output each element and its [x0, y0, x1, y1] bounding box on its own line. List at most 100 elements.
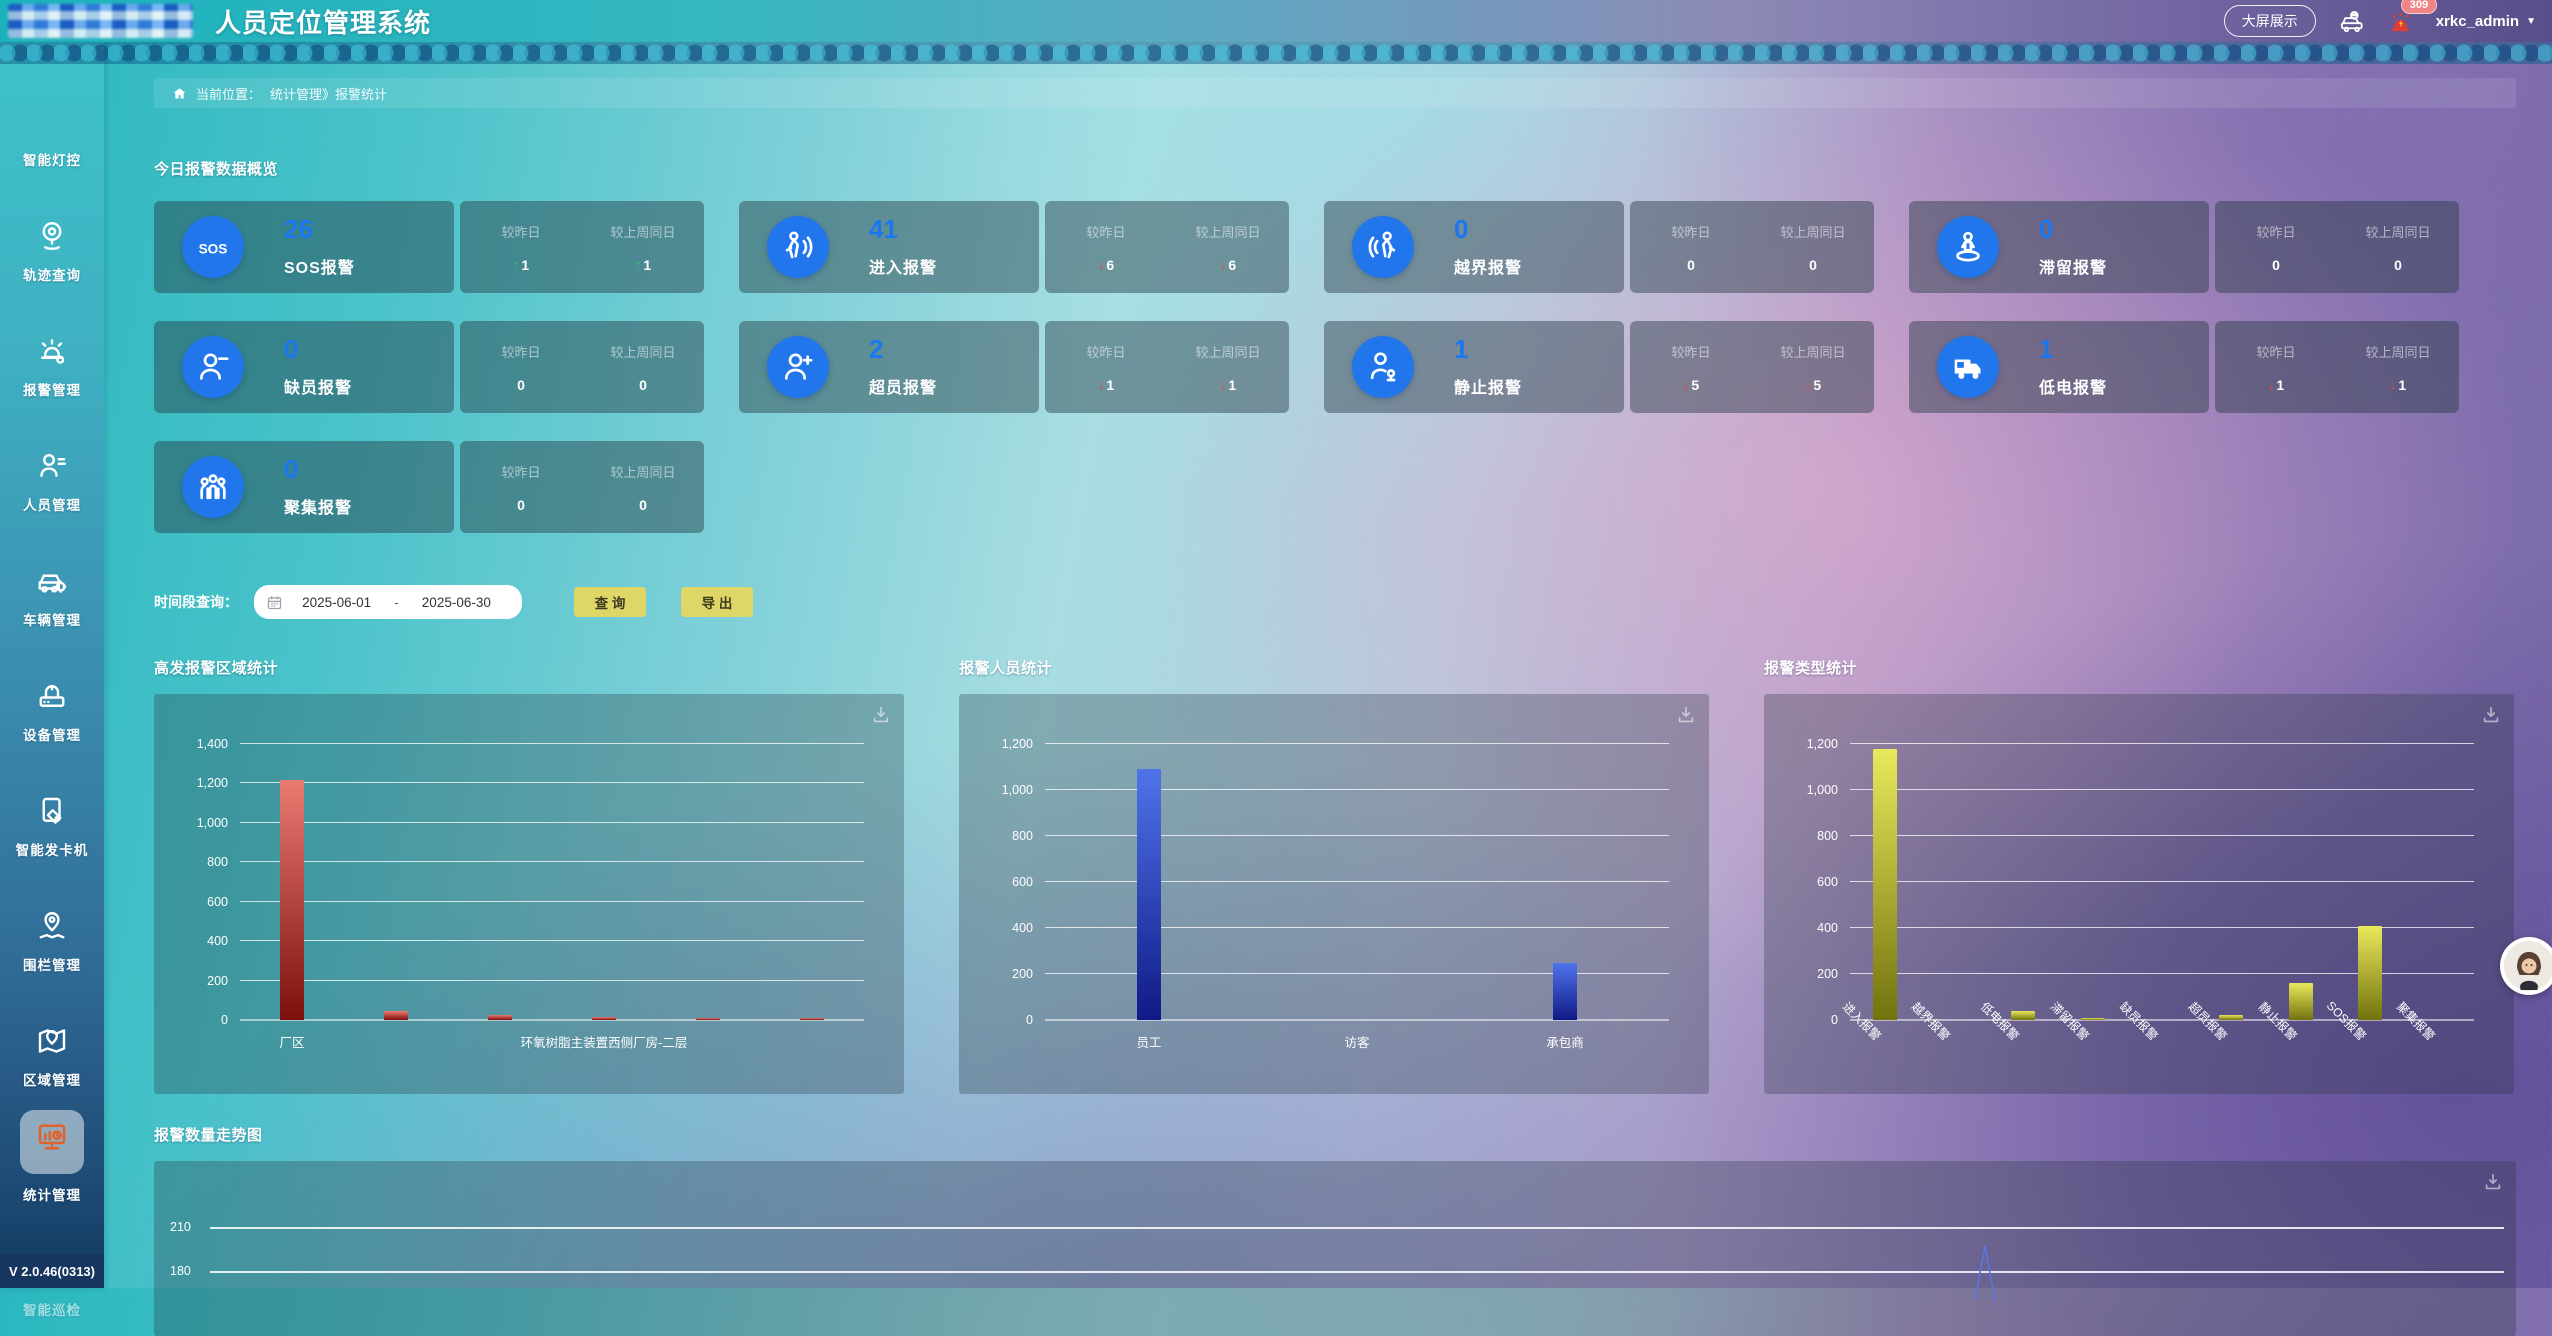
- gridline: [240, 782, 864, 784]
- chart-title: 报警类型统计: [1764, 660, 1858, 677]
- export-button[interactable]: 导 出: [681, 587, 753, 617]
- sidebar-item-label: 设备管理: [23, 728, 81, 743]
- download-icon[interactable]: [2480, 704, 2502, 726]
- alarm-siren-icon: [34, 333, 70, 369]
- stat-card-main: 1 静止报警: [1324, 321, 1624, 413]
- compare-value: 0: [1687, 256, 1695, 273]
- big-screen-button[interactable]: 大屏展示: [2223, 5, 2316, 37]
- download-icon[interactable]: [2482, 1171, 2504, 1193]
- bar: [1872, 748, 1897, 1020]
- x-category-label: 聚集报警: [2394, 999, 2438, 1044]
- sidebar-item-personnel[interactable]: 人员管理: [0, 413, 104, 528]
- stat-label: 超员报警: [869, 380, 938, 397]
- stat-card-compare: 较昨日 0 较上周同日 0: [460, 441, 704, 533]
- stat-card-compare: 较昨日 ↓ 6 较上周同日 ↓ 6: [1045, 201, 1289, 293]
- x-category-label: 环氧树脂主装置西侧厂房-二层: [520, 1036, 688, 1050]
- compare-label: 较昨日: [501, 224, 541, 240]
- vehicle-monitor-icon[interactable]: [2338, 8, 2365, 35]
- compare-last_week: 较上周同日 ↓ 6: [1167, 201, 1289, 293]
- y-tick-label: 400: [207, 934, 228, 949]
- chevron-down-icon: ▼: [2526, 15, 2536, 27]
- trend-down-icon: ↓: [1682, 377, 1690, 392]
- stat-card-compare: 较昨日 0 较上周同日 0: [460, 321, 704, 413]
- gridline: [240, 979, 864, 981]
- gridline: [1850, 1019, 2474, 1020]
- sidebar-item-light-control[interactable]: 智能灯控: [0, 68, 104, 183]
- y-tick-label: 400: [1817, 921, 1838, 935]
- assistant-avatar-icon[interactable]: [2500, 937, 2552, 995]
- sidebar-item-label: 车辆管理: [23, 613, 81, 628]
- app-header: 人员定位管理系统 大屏展示 309 xrkc_admin ▼: [0, 0, 2552, 42]
- compare-yesterday: 较昨日 0: [460, 441, 582, 533]
- compare-yesterday: 较昨日 ↑ 1: [460, 201, 582, 293]
- card-dispenser-icon: [34, 793, 70, 829]
- compare-last_week: 较上周同日 ↑ 1: [582, 201, 704, 293]
- compare-last_week: 较上周同日 ↓ 1: [1167, 321, 1289, 413]
- sidebar-item-label: 统计管理: [23, 1188, 81, 1203]
- stat-card-compare: 较昨日 ↓ 5 较上周同日 ↓ 5: [1630, 321, 1874, 413]
- compare-last_week: 较上周同日 0: [1752, 201, 1874, 293]
- date-range-input[interactable]: 2025-06-01 - 2025-06-30: [254, 585, 522, 619]
- stat-card-enter: 41 进入报警 较昨日 ↓ 6 较上周同日 ↓ 6: [739, 201, 1289, 293]
- cross-border-icon: [1352, 216, 1414, 278]
- compare-yesterday: 较昨日 ↓ 1: [2215, 321, 2337, 413]
- stat-card-compare: 较昨日 ↑ 1 较上周同日 ↑ 1: [460, 201, 704, 293]
- chart-1: 报警人员统计 0 200 400 600 800 1,000 1,200 员工 访客 承包商: [959, 657, 1709, 1094]
- trend-down-icon: ↓: [1097, 257, 1105, 272]
- main-content: 当前位置： 统计管理》报警统计 今日报警数据概览 SOS 26 SOS报警 较昨日 ↑ 1…: [104, 64, 2552, 1336]
- siren-notification-icon[interactable]: 309: [2387, 0, 2438, 35]
- sidebar-item-statistics[interactable]: 统计管理: [0, 1103, 104, 1218]
- compare-label: 较昨日: [1671, 344, 1711, 360]
- x-category-label: 访客: [1344, 1036, 1370, 1050]
- sidebar-item-label: 轨迹查询: [23, 268, 81, 283]
- sidebar-item-trajectory[interactable]: 轨迹查询: [0, 183, 104, 298]
- search-button[interactable]: 查 询: [574, 587, 646, 617]
- breadcrumb: 当前位置： 统计管理》报警统计: [154, 78, 2516, 108]
- compare-value: ↓ 5: [1682, 376, 1700, 393]
- compare-yesterday: 较昨日 0: [2215, 201, 2337, 293]
- compare-last_week: 较上周同日 0: [582, 321, 704, 413]
- download-icon[interactable]: [870, 704, 892, 726]
- compare-value: 0: [2394, 256, 2402, 273]
- download-icon[interactable]: [1675, 704, 1697, 726]
- sidebar-item-label: 人员管理: [23, 498, 81, 513]
- stat-card-main: 0 越界报警: [1324, 201, 1624, 293]
- sidebar-item-fence[interactable]: 围栏管理: [0, 873, 104, 988]
- compare-label: 较昨日: [501, 344, 541, 360]
- sidebar-item-alarm[interactable]: 报警管理: [0, 298, 104, 413]
- device-icon: [34, 678, 70, 714]
- compare-label: 较上周同日: [2365, 344, 2431, 360]
- gridline: [210, 1227, 2504, 1229]
- trend-chart-panel: 210 180: [154, 1161, 2516, 1336]
- compare-yesterday: 较昨日 0: [460, 321, 582, 413]
- trend-up-icon: ↑: [634, 257, 642, 272]
- stat-card-main: 0 缺员报警: [154, 321, 454, 413]
- bar: [488, 1015, 512, 1020]
- stat-card-main: SOS 26 SOS报警: [154, 201, 454, 293]
- decorative-band: [0, 42, 2552, 64]
- sidebar-item-device[interactable]: 设备管理: [0, 643, 104, 758]
- y-tick-label: 600: [1012, 875, 1033, 889]
- sidebar-item-label: 智能巡检: [23, 1303, 81, 1318]
- sos-icon: SOS: [182, 216, 244, 278]
- stat-card-gather: 0 聚集报警 较昨日 0 较上周同日 0: [154, 441, 704, 533]
- chart-title: 高发报警区域统计: [154, 660, 279, 677]
- y-tick-label: 210: [170, 1220, 191, 1234]
- notification-badge: 309: [2400, 0, 2438, 14]
- y-tick-label: 800: [207, 855, 228, 870]
- y-tick-label: 1,400: [196, 737, 228, 751]
- y-tick-label: 1,200: [1806, 737, 1838, 751]
- sidebar-item-card-dispenser[interactable]: 智能发卡机: [0, 758, 104, 873]
- compare-label: 较上周同日: [1195, 344, 1261, 360]
- sidebar-item-label: 围栏管理: [23, 958, 81, 973]
- stat-card-still: 1 静止报警 较昨日 ↓ 5 较上周同日 ↓ 5: [1324, 321, 1874, 413]
- stat-card-lowbattery: 1 低电报警 较昨日 ↓ 1 较上周同日 ↓ 1: [1909, 321, 2459, 413]
- x-axis-line: [1850, 1020, 2474, 1021]
- user-menu[interactable]: xrkc_admin ▼: [2436, 13, 2536, 30]
- sidebar-item-vehicle[interactable]: 车辆管理: [0, 528, 104, 643]
- y-tick-label: 0: [1026, 1013, 1033, 1027]
- compare-label: 较上周同日: [2365, 224, 2431, 240]
- sidebar-item-region[interactable]: 区域管理: [0, 988, 104, 1103]
- stat-label: 滞留报警: [2039, 260, 2108, 277]
- chart-panel: 0 200 400 600 800 1,000 1,200 1,400 厂区 环氧树脂主装置西侧厂…: [154, 694, 904, 1094]
